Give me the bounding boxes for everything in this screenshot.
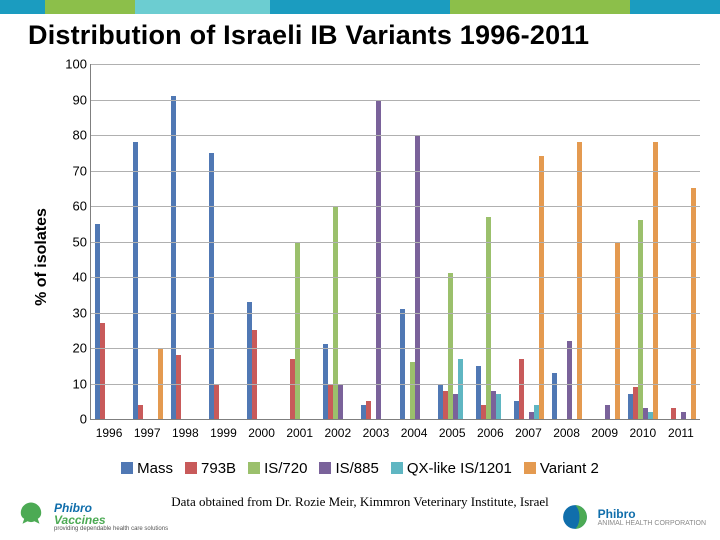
legend-swatch (391, 462, 403, 474)
legend-label: Mass (137, 460, 173, 477)
x-tick: 2002 (319, 426, 357, 440)
legend-swatch (319, 462, 331, 474)
gridline (91, 171, 700, 172)
legend-label: IS/885 (335, 460, 378, 477)
y-tick: 0 (61, 412, 87, 427)
bar (605, 405, 610, 419)
legend-swatch (524, 462, 536, 474)
x-tick: 1998 (166, 426, 204, 440)
x-tick: 2006 (471, 426, 509, 440)
x-tick: 2007 (509, 426, 547, 440)
x-tick: 2010 (624, 426, 662, 440)
plot-area: 0102030405060708090100 (90, 64, 700, 420)
legend-item: Mass (121, 460, 173, 477)
legend-swatch (248, 462, 260, 474)
y-tick: 30 (61, 305, 87, 320)
gridline (91, 242, 700, 243)
gridline (91, 64, 700, 65)
bar (486, 217, 491, 419)
bar (400, 309, 405, 419)
bar (681, 412, 686, 419)
legend-label: 793B (201, 460, 236, 477)
legend-label: Variant 2 (540, 460, 599, 477)
legend-swatch (185, 462, 197, 474)
bar (671, 408, 676, 419)
x-tick: 2000 (243, 426, 281, 440)
bar (567, 341, 572, 419)
page-title: Distribution of Israeli IB Variants 1996… (28, 20, 700, 51)
x-tick: 1996 (90, 426, 128, 440)
bar (133, 142, 138, 419)
x-tick: 2003 (357, 426, 395, 440)
y-axis-label: % of isolates (30, 64, 54, 450)
legend-swatch (121, 462, 133, 474)
legend-item: QX-like IS/1201 (391, 460, 512, 477)
x-tick: 2004 (395, 426, 433, 440)
legend-item: 793B (185, 460, 236, 477)
bar (209, 153, 214, 419)
y-tick: 60 (61, 199, 87, 214)
bar (252, 330, 257, 419)
x-tick: 1999 (204, 426, 242, 440)
logo-right-line1: Phibro (598, 508, 706, 520)
bar (653, 142, 658, 419)
x-tick: 1997 (128, 426, 166, 440)
y-tick: 10 (61, 376, 87, 391)
bar (496, 394, 501, 419)
y-tick: 20 (61, 341, 87, 356)
x-tick: 2009 (586, 426, 624, 440)
bar (338, 384, 343, 420)
y-tick: 40 (61, 270, 87, 285)
gridline (91, 384, 700, 385)
bar (458, 359, 463, 419)
chicken-icon (14, 500, 48, 534)
gridline (91, 313, 700, 314)
y-tick: 90 (61, 92, 87, 107)
x-tick: 2008 (548, 426, 586, 440)
legend-item: IS/885 (319, 460, 378, 477)
bar (376, 100, 381, 420)
x-tick: 2005 (433, 426, 471, 440)
legend-item: Variant 2 (524, 460, 599, 477)
legend-label: QX-like IS/1201 (407, 460, 512, 477)
x-axis-labels: 1996199719981999200020012002200320042005… (90, 426, 700, 440)
bar (214, 384, 219, 420)
bar (552, 373, 557, 419)
legend-label: IS/720 (264, 460, 307, 477)
y-tick: 70 (61, 163, 87, 178)
gridline (91, 348, 700, 349)
logo-phibro-vaccines: Phibro Vaccines providing dependable hea… (14, 500, 168, 534)
bar (366, 401, 371, 419)
bar (539, 156, 544, 419)
legend-item: IS/720 (248, 460, 307, 477)
y-tick: 100 (61, 57, 87, 72)
x-tick: 2011 (662, 426, 700, 440)
bar (519, 359, 524, 419)
gridline (91, 277, 700, 278)
logo-tagline: providing dependable health care solutio… (54, 526, 168, 532)
gridline (91, 135, 700, 136)
bar (295, 242, 300, 420)
logo-line2: Vaccines (54, 514, 168, 526)
x-tick: 2001 (281, 426, 319, 440)
y-tick: 50 (61, 234, 87, 249)
gridline (91, 100, 700, 101)
logo-right-line2: ANIMAL HEALTH CORPORATION (598, 520, 706, 527)
bar (100, 323, 105, 419)
chart: % of isolates 0102030405060708090100 199… (30, 64, 700, 450)
decorative-top-band (0, 0, 720, 14)
logo-phibro-animal-health: Phibro ANIMAL HEALTH CORPORATION (558, 500, 706, 534)
bar (138, 405, 143, 419)
legend: Mass 793B IS/720 IS/885 QX-like IS/1201 Varia… (0, 460, 720, 479)
globe-icon (558, 500, 592, 534)
bar (615, 242, 620, 420)
bar (638, 220, 643, 419)
bar (176, 355, 181, 419)
y-tick: 80 (61, 128, 87, 143)
bar (577, 142, 582, 419)
gridline (91, 206, 700, 207)
